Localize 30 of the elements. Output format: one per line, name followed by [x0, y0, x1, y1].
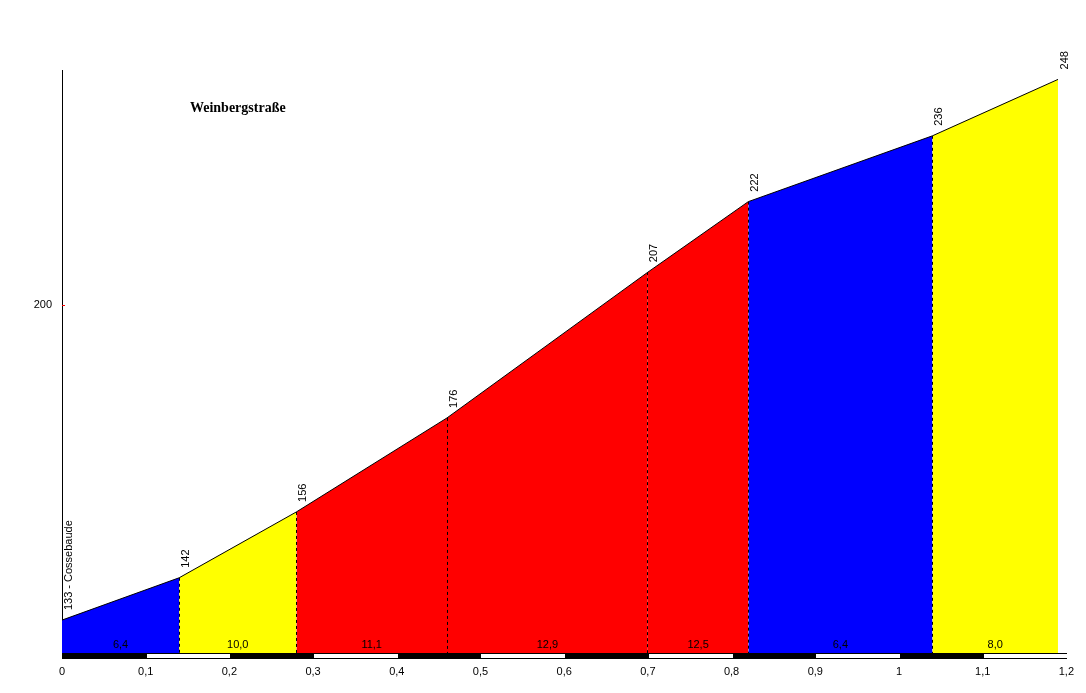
x-tick-label: 0,9 [807, 664, 823, 677]
annotation: 12,5 [687, 637, 709, 650]
annotation: 10,0 [227, 637, 249, 650]
x-tick-label: 1,2 [1058, 664, 1074, 677]
x-tick-label: 0,3 [305, 664, 321, 677]
x-tick-label: 0,4 [389, 664, 405, 677]
data-label: 176 [446, 389, 459, 408]
data-label: 222 [747, 173, 760, 192]
x-tick-label: 0,1 [138, 664, 154, 677]
x-tick-label: 1 [895, 664, 903, 677]
data-label: 133 - Cossebaude [61, 520, 74, 611]
text: Weinbergstraße [190, 100, 286, 116]
annotation: 8,0 [987, 637, 1003, 650]
annotation: 12,9 [536, 637, 559, 650]
annotation: 6,4 [832, 637, 849, 650]
x-tick-label: 0,8 [723, 664, 740, 677]
data-label: 207 [647, 243, 660, 263]
x-tick-label: 0 [58, 664, 66, 677]
data-label: 142 [178, 549, 191, 568]
text: 200 [33, 297, 52, 310]
annotation: 6,4 [112, 637, 129, 650]
data-label: 236 [931, 107, 944, 126]
x-tick-label: 0,5 [472, 664, 489, 677]
x-tick-label: 0,7 [640, 664, 656, 677]
data-label: 248 [1057, 51, 1070, 70]
annotation: 11,1 [361, 637, 382, 650]
x-tick-label: 0,6 [556, 664, 572, 677]
data-label: 156 [295, 483, 308, 502]
x-tick-label: 0,2 [221, 664, 238, 677]
x-tick-label: 1,1 [975, 664, 991, 677]
